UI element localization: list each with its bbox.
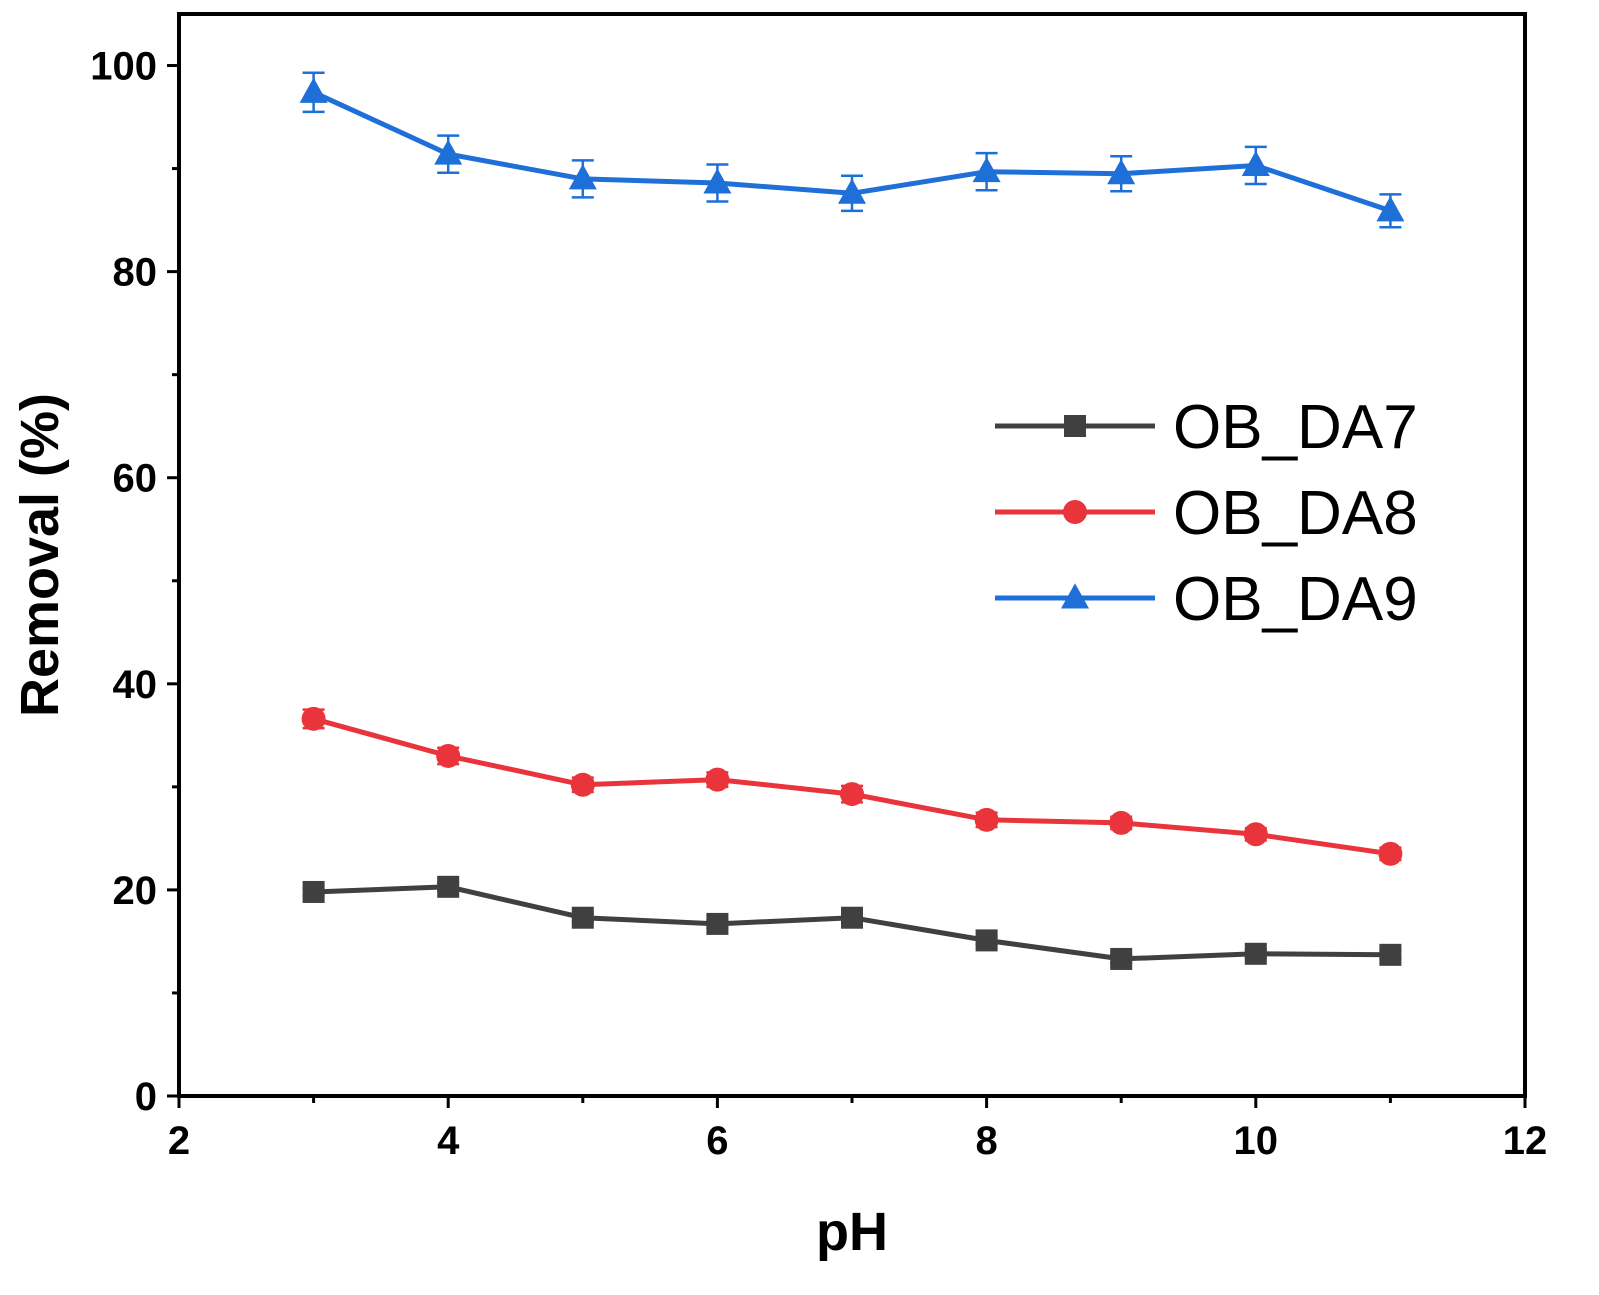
data-point — [434, 139, 463, 165]
legend-label: OB_DA9 — [1173, 565, 1418, 634]
y-tick-label: 60 — [113, 457, 158, 501]
y-axis-title: Removal (%) — [10, 393, 70, 717]
data-point — [705, 767, 730, 792]
data-point — [1376, 196, 1405, 222]
data-point — [301, 706, 326, 731]
data-point — [299, 77, 328, 103]
data-point — [1244, 942, 1267, 965]
series-ob-da8 — [301, 706, 1403, 866]
legend-item-ob-da8: OB_DA8 — [995, 479, 1418, 548]
data-point — [840, 782, 864, 807]
legend-marker — [1064, 415, 1086, 437]
data-point — [568, 164, 597, 190]
legend-marker — [1063, 500, 1087, 524]
data-point — [437, 875, 460, 898]
series-layer — [299, 71, 1405, 970]
data-point — [706, 912, 729, 935]
x-tick-label: 6 — [706, 1119, 728, 1163]
x-tick-label: 12 — [1503, 1119, 1548, 1163]
data-point — [1378, 841, 1403, 866]
legend-item-ob-da7: OB_DA7 — [995, 393, 1418, 462]
data-point — [571, 906, 594, 929]
x-tick-label: 2 — [168, 1119, 190, 1163]
data-point — [841, 906, 863, 929]
data-point — [1107, 159, 1136, 185]
data-point — [1379, 943, 1402, 966]
y-tick-label: 0 — [135, 1075, 157, 1119]
data-point — [974, 807, 999, 832]
legend: OB_DA7 OB_DA8 OB_DA9 — [995, 393, 1418, 634]
y-tick-label: 20 — [113, 869, 158, 913]
x-tick-label: 4 — [437, 1119, 460, 1163]
legend-item-ob-da9: OB_DA9 — [995, 565, 1418, 634]
data-point — [838, 178, 866, 204]
legend-label: OB_DA7 — [1173, 393, 1418, 462]
series-ob-da7 — [302, 875, 1402, 970]
data-point — [1243, 822, 1268, 847]
legend-label: OB_DA8 — [1173, 479, 1418, 548]
data-point — [703, 168, 732, 194]
axis-ticks: 2 4 6 8 10 12 0 20 40 60 80 100 — [90, 45, 1547, 1163]
x-tick-label: 10 — [1234, 1119, 1279, 1163]
data-point — [570, 772, 595, 797]
x-tick-label: 8 — [975, 1119, 997, 1163]
data-point — [436, 743, 461, 768]
data-point — [302, 880, 325, 903]
data-point — [975, 929, 998, 952]
data-point — [1241, 150, 1270, 176]
y-tick-label: 100 — [90, 45, 157, 89]
y-tick-label: 40 — [113, 663, 158, 707]
data-point — [972, 156, 1001, 183]
y-tick-label: 80 — [113, 251, 158, 295]
x-axis-title: pH — [816, 1202, 888, 1262]
data-point — [1109, 810, 1134, 835]
legend-marker — [1061, 583, 1089, 609]
series-ob-da9 — [299, 71, 1405, 229]
data-point — [1110, 947, 1133, 970]
